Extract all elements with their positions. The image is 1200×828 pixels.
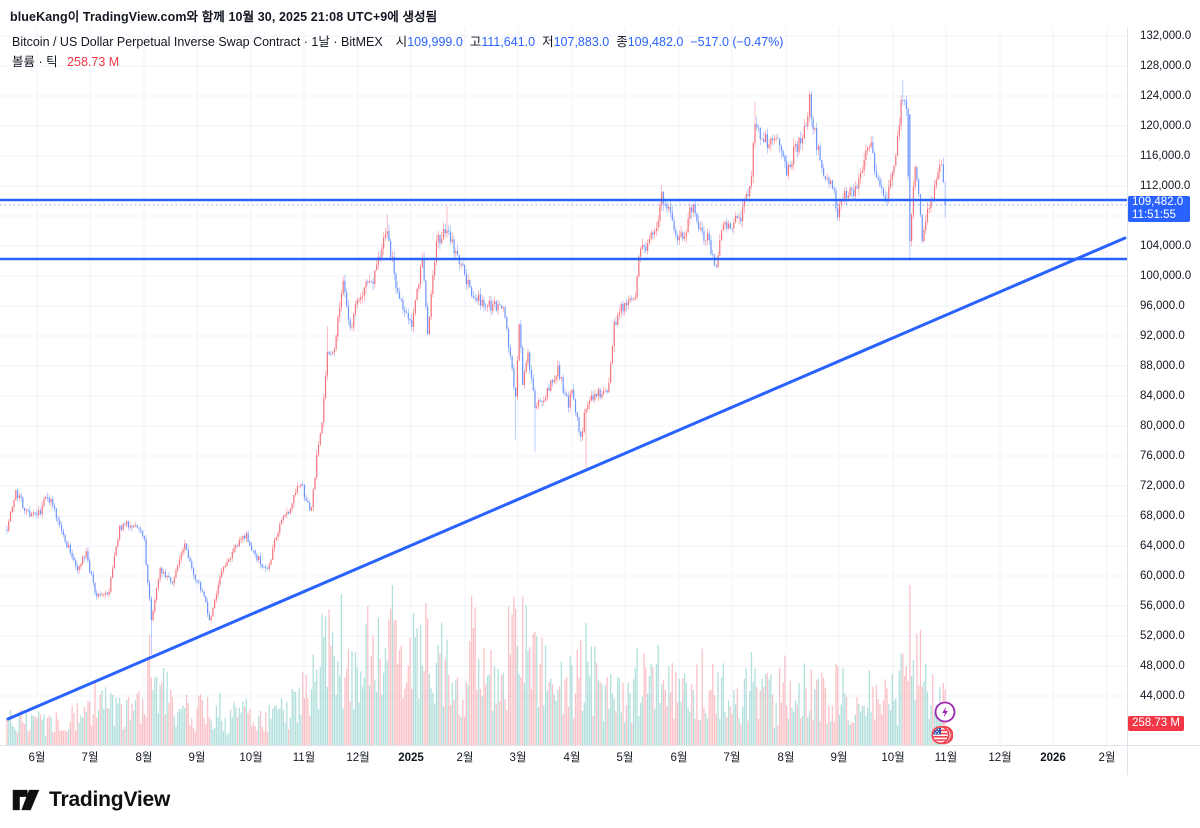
attribution-text: blueKang이 TradingView.com와 함께 10월 30, 20… — [10, 10, 438, 24]
price-axis-label: 84,000.0 — [1140, 390, 1185, 402]
last-price-countdown: 11:51:55 — [1132, 208, 1176, 221]
time-axis-label: 11월 — [292, 752, 316, 764]
volume-study-label[interactable]: 볼륨 · 틱 — [12, 55, 58, 69]
tradingview-logo-mark — [12, 789, 40, 811]
tradingview-logo[interactable]: TradingView — [12, 788, 170, 812]
price-axis-label: 44,000.0 — [1140, 690, 1185, 702]
price-axis-label: 56,000.0 — [1140, 600, 1185, 612]
time-axis-label: 6월 — [670, 752, 688, 764]
time-axis-label: 5월 — [616, 752, 634, 764]
change-value: −517.0 (−0.47%) — [690, 35, 784, 49]
attribution-bar: blueKang이 TradingView.com와 함께 10월 30, 20… — [10, 6, 437, 25]
price-axis-label: 96,000.0 — [1140, 300, 1185, 312]
time-axis-label: 3월 — [509, 752, 527, 764]
candles-layer — [6, 79, 946, 655]
price-axis-label: 116,000.0 — [1140, 150, 1191, 162]
open-value: 109,999.0 — [407, 35, 463, 49]
price-axis-label: 124,000.0 — [1140, 90, 1192, 102]
time-axis-label: 12월 — [988, 752, 1012, 764]
time-axis-label: 2월 — [1098, 752, 1116, 764]
axis-borders — [0, 28, 1200, 775]
usd-flag-coin-icon[interactable] — [931, 724, 953, 746]
last-price-value: 109,482.0 — [1132, 195, 1184, 208]
volume-study-value: 258.73 M — [67, 55, 120, 69]
time-axis-label: 10월 — [239, 752, 263, 764]
time-axis-label: 7월 — [81, 752, 99, 764]
time-axis-label: 8월 — [135, 752, 153, 764]
time-axis-label: 4월 — [563, 752, 581, 764]
close-label: 종 — [616, 35, 628, 49]
high-value: 111,641.0 — [481, 35, 536, 49]
price-axis-label: 48,000.0 — [1140, 660, 1185, 672]
volume-legend[interactable]: 볼륨 · 틱 258.73 M — [12, 51, 119, 70]
low-label: 저 — [542, 35, 554, 49]
drawing-overlays-layer[interactable] — [0, 198, 1127, 721]
time-axis-label: 2025 — [398, 752, 424, 764]
price-axis-label: 52,000.0 — [1140, 630, 1185, 642]
lightning-bolt-glyph — [942, 706, 948, 718]
time-axis-label: 6월 — [28, 752, 46, 764]
time-axis-label: 2월 — [456, 752, 474, 764]
close-value: 109,482.0 — [627, 35, 684, 49]
chart-grid — [0, 28, 1127, 745]
ascending-trendline-drawing[interactable] — [6, 236, 1127, 721]
symbol-title[interactable]: Bitcoin / US Dollar Perpetual Inverse Sw… — [12, 35, 383, 49]
volume-value-badge: 258.73 M — [1128, 716, 1184, 731]
price-axis-label: 120,000.0 — [1140, 120, 1192, 132]
time-axis-label: 7월 — [723, 752, 741, 764]
price-axis-label: 80,000.0 — [1140, 420, 1185, 432]
price-axis-label: 128,000.0 — [1140, 60, 1192, 72]
price-axis-label: 132,000.0 — [1140, 30, 1192, 42]
low-value: 107,883.0 — [553, 35, 610, 49]
price-axis-label: 68,000.0 — [1140, 510, 1185, 522]
price-axis-label: 92,000.0 — [1140, 330, 1185, 342]
price-axis-label: 104,000.0 — [1140, 240, 1192, 252]
time-axis-label: 2026 — [1040, 752, 1066, 764]
price-axis-label: 112,000.0 — [1140, 180, 1191, 192]
time-axis-label: 9월 — [830, 752, 848, 764]
price-axis-label: 100,000.0 — [1140, 270, 1192, 282]
us-flag-glyph — [933, 727, 948, 741]
time-axis-label: 11월 — [934, 752, 958, 764]
high-label: 고 — [469, 35, 482, 49]
time-axis-label: 12월 — [346, 752, 370, 764]
ohlc-values: 시109,999.0 고111,641.0 저107,883.0 종109,482.0… — [389, 35, 784, 49]
last-price-badge: 109,482.0 11:51:55 — [1128, 195, 1190, 222]
price-axis-label: 72,000.0 — [1140, 480, 1185, 492]
price-axis-label: 64,000.0 — [1140, 540, 1185, 552]
lightning-event-icon[interactable] — [934, 701, 956, 723]
volume-bars-layer — [6, 585, 946, 745]
chart-legend[interactable]: Bitcoin / US Dollar Perpetual Inverse Sw… — [12, 31, 783, 50]
price-axis-label: 60,000.0 — [1140, 570, 1185, 582]
tradingview-logo-text: TradingView — [49, 788, 171, 811]
price-axis-label: 76,000.0 — [1140, 450, 1185, 462]
time-axis-label: 8월 — [777, 752, 795, 764]
time-axis-label: 9월 — [188, 752, 206, 764]
open-label: 시 — [395, 35, 408, 49]
time-axis-label: 10월 — [881, 752, 905, 764]
price-axis-label: 88,000.0 — [1140, 360, 1185, 372]
